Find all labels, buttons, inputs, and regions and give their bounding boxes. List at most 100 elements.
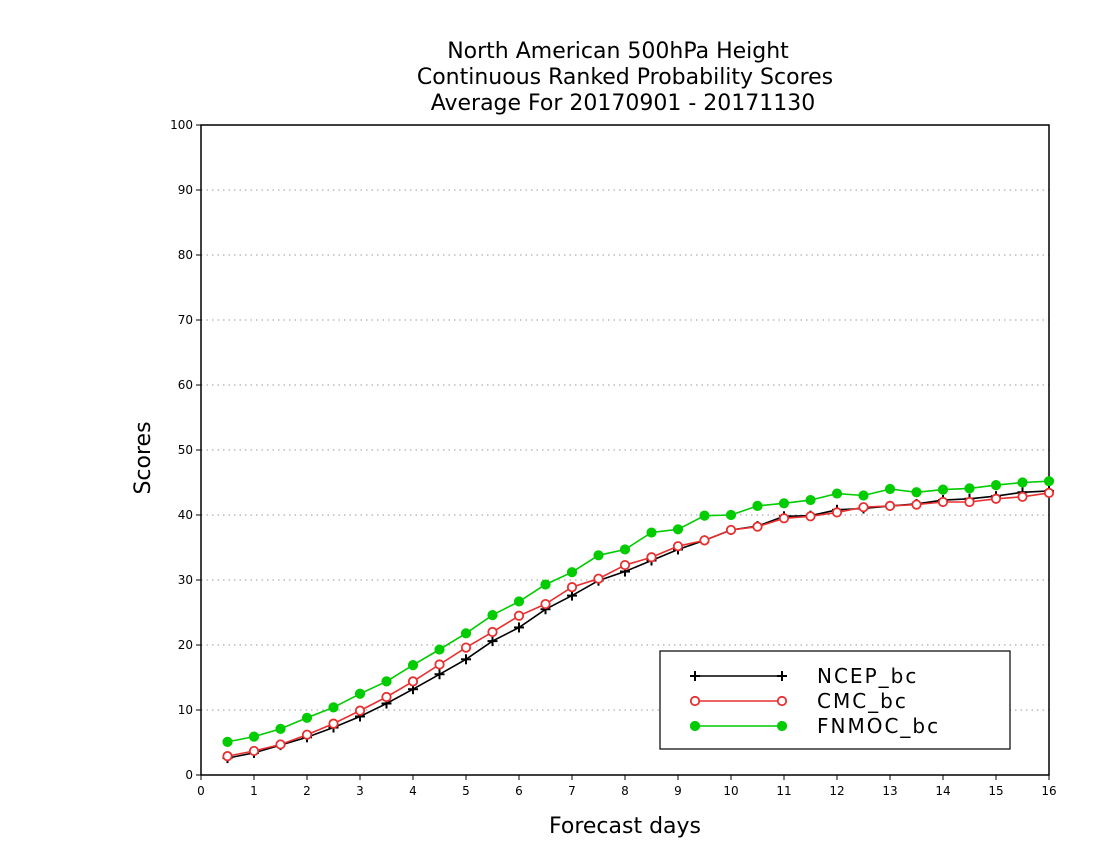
y-axis-ticks: 0 10 20 30 40 50 60 70 80 90 100 <box>170 118 201 782</box>
fnmoc-bc-point <box>381 676 392 687</box>
x-tick-label: 15 <box>988 784 1003 798</box>
x-tick-label: 12 <box>829 784 844 798</box>
fnmoc-bc-point <box>725 509 737 521</box>
fnmoc-bc-point <box>248 731 260 742</box>
x-tick-label: 1 <box>250 784 258 798</box>
cmc-bc-point <box>619 559 631 571</box>
x-tick-label: 2 <box>303 784 311 798</box>
data-series <box>222 476 1055 764</box>
fnmoc-bc-point <box>434 644 445 655</box>
y-tick-label: 10 <box>178 703 193 717</box>
legend-swatch-left-point <box>689 695 701 707</box>
y-tick-label: 50 <box>178 443 193 457</box>
x-axis-ticks: 0 1 2 3 4 5 6 7 8 9 10 11 12 13 14 15 16 <box>197 775 1057 798</box>
x-tick-label: 14 <box>935 784 950 798</box>
chart-title-line-1: North American 500hPa Height <box>447 39 789 64</box>
legend-label: FNMOC_bc <box>817 714 940 738</box>
cmc-bc-point <box>964 496 975 508</box>
cmc-bc-point <box>778 513 790 524</box>
x-tick-label: 3 <box>356 784 364 798</box>
x-tick-label: 6 <box>515 784 523 798</box>
cmc-bc-point <box>911 499 922 510</box>
cmc-bc-point <box>222 751 233 762</box>
fnmoc-bc-point <box>1043 476 1055 487</box>
y-tick-label: 90 <box>178 183 193 197</box>
cmc-bc-point <box>460 642 472 653</box>
cmc-bc-point <box>937 496 949 508</box>
fnmoc-bc-point <box>540 579 551 590</box>
fnmoc-bc-point <box>778 498 790 509</box>
y-tick-label: 70 <box>178 313 193 327</box>
fnmoc-bc-point <box>407 660 419 671</box>
cmc-bc-point <box>487 626 498 638</box>
cmc-bc-point <box>593 573 604 584</box>
x-tick-label: 7 <box>568 784 576 798</box>
fnmoc-bc-point <box>937 484 949 495</box>
legend-item-ncep-bc: NCEP_bc <box>690 664 918 688</box>
x-axis-label: Forecast days <box>549 814 701 839</box>
fnmoc-bc-point <box>460 628 472 639</box>
ncep-bc-point <box>567 590 577 601</box>
fnmoc-bc-point <box>752 500 763 511</box>
x-tick-label: 5 <box>462 784 470 798</box>
y-axis-label: Scores <box>131 421 156 494</box>
ncep-bc-point <box>461 654 471 665</box>
fnmoc-bc-point <box>672 524 684 535</box>
fnmoc-bc-point <box>699 510 710 521</box>
x-tick-label: 13 <box>882 784 897 798</box>
cmc-bc-point <box>381 691 392 703</box>
legend-item-fnmoc-bc: FNMOC_bc <box>689 714 940 738</box>
fnmoc-bc-point <box>646 527 657 538</box>
fnmoc-bc-point <box>911 487 922 498</box>
x-tick-label: 0 <box>197 784 205 798</box>
chart-title-line-3: Average For 20170901 - 20171130 <box>431 91 816 116</box>
ncep-bc-point <box>434 669 445 680</box>
fnmoc-bc-point <box>222 736 233 747</box>
fnmoc-bc-point <box>566 567 578 578</box>
x-tick-label: 4 <box>409 784 417 798</box>
y-tick-label: 20 <box>178 638 193 652</box>
ncep-bc-point <box>514 622 524 633</box>
cmc-bc-point <box>328 718 339 729</box>
legend-label: CMC_bc <box>817 689 908 713</box>
chart-title: North American 500hPa Height Continuous … <box>417 39 833 116</box>
cmc-bc-point <box>301 729 313 740</box>
cmc-bc-point <box>672 541 684 552</box>
cmc-bc-point <box>540 598 551 610</box>
fnmoc-bc-series <box>222 476 1055 747</box>
cmc-bc-point <box>248 745 260 757</box>
fnmoc-bc-point <box>884 483 896 495</box>
cmc-bc-point <box>1043 487 1055 498</box>
legend-swatch-right-point <box>776 695 788 707</box>
fnmoc-bc-point <box>354 688 366 699</box>
cmc-bc-point <box>831 507 843 518</box>
cmc-bc-point <box>407 676 419 687</box>
legend-item-cmc-bc: CMC_bc <box>689 689 908 713</box>
y-tick-label: 30 <box>178 573 193 587</box>
chart-title-line-2: Continuous Ranked Probability Scores <box>417 65 833 90</box>
legend-label: NCEP_bc <box>817 664 918 688</box>
fnmoc-bc-point <box>513 596 525 607</box>
fnmoc-bc-point <box>275 723 286 734</box>
fnmoc-bc-point <box>301 712 313 723</box>
fnmoc-bc-point <box>858 490 869 501</box>
cmc-bc-point <box>884 500 896 511</box>
y-tick-label: 60 <box>178 378 193 392</box>
fnmoc-bc-point <box>964 483 975 494</box>
cmc-bc-series <box>222 487 1055 762</box>
y-tick-label: 100 <box>170 118 193 132</box>
cmc-bc-point <box>699 535 710 546</box>
x-tick-label: 9 <box>674 784 682 798</box>
x-tick-label: 10 <box>723 784 738 798</box>
gridlines <box>201 189 1049 711</box>
fnmoc-bc-point <box>805 494 816 506</box>
legend-swatch-left-point <box>690 671 700 681</box>
legend-swatch-right-point <box>776 720 788 732</box>
fnmoc-bc-point <box>619 544 631 555</box>
cmc-bc-point <box>434 659 445 670</box>
cmc-bc-point <box>566 582 578 593</box>
fnmoc-bc-point <box>328 702 339 713</box>
cmc-bc-point <box>858 502 869 513</box>
fnmoc-bc-point <box>990 480 1002 491</box>
